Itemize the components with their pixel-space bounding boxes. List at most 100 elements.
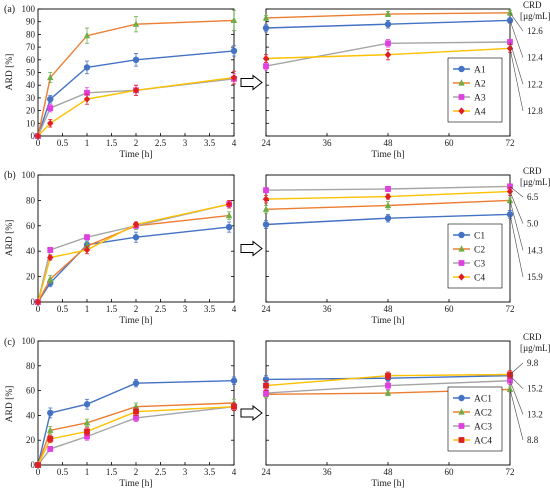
legend-marker bbox=[458, 231, 465, 239]
legend-marker bbox=[458, 107, 465, 115]
data-point-A1 bbox=[262, 24, 270, 32]
crd-unit: [µg/mL] bbox=[520, 11, 550, 21]
x-tick-label: 4 bbox=[232, 304, 237, 314]
legend-label: A1 bbox=[474, 66, 486, 76]
y-tick-label: 40 bbox=[26, 246, 36, 256]
crd-leader-line bbox=[509, 191, 524, 224]
data-point-A2 bbox=[230, 16, 238, 24]
x-tick-label: 1 bbox=[85, 304, 90, 314]
data-point-A3 bbox=[84, 89, 90, 96]
x-tick-label: 2.5 bbox=[155, 304, 167, 314]
data-point-AC4 bbox=[231, 403, 237, 410]
x-tick-label: 1.5 bbox=[106, 138, 118, 148]
y-tick-label: 80 bbox=[26, 29, 36, 39]
x-tick-label: 72 bbox=[506, 138, 515, 148]
data-point-C4 bbox=[262, 195, 270, 203]
legend-label: A3 bbox=[474, 94, 486, 104]
data-point-A1 bbox=[384, 21, 392, 28]
data-point-C1 bbox=[132, 234, 140, 241]
crd-value: 12.8 bbox=[527, 106, 543, 116]
crd-unit: [µg/mL] bbox=[520, 177, 550, 187]
crd-leader-line bbox=[509, 375, 524, 389]
crd-value: 6.5 bbox=[527, 192, 539, 202]
y-tick-label: 40 bbox=[26, 410, 36, 420]
data-point-AC2 bbox=[506, 385, 514, 392]
legend-marker bbox=[458, 423, 465, 429]
x-tick-label: 4 bbox=[232, 138, 237, 148]
y-tick-label: 20 bbox=[26, 435, 36, 445]
legend-label: C1 bbox=[474, 232, 485, 242]
crd-labels: CRD[µg/mL] 6.5 5.0 14.3 15.9 bbox=[509, 166, 550, 282]
y-tick-label: 100 bbox=[22, 336, 36, 346]
legend-label: C3 bbox=[474, 260, 485, 270]
series-line-left bbox=[37, 380, 235, 466]
series-A3 bbox=[35, 39, 513, 139]
data-point-AC4 bbox=[35, 462, 41, 468]
legend: C1 C2 C3 C4 bbox=[447, 223, 503, 289]
y-tick-label: 20 bbox=[26, 272, 36, 282]
crd-leader-line bbox=[509, 214, 524, 278]
legend-marker bbox=[458, 273, 465, 281]
x-axis-title-left: Time [h] bbox=[119, 150, 152, 160]
data-point-AC4 bbox=[47, 436, 54, 442]
crd-labels: CRD[µg/mL] 9.8 15.2 13.2 8.8 bbox=[509, 332, 550, 445]
y-tick-label: 0 bbox=[31, 460, 36, 470]
panel-label: (b) bbox=[4, 170, 16, 181]
series-C4 bbox=[34, 187, 514, 306]
crd-value: 8.8 bbox=[527, 435, 539, 445]
crd-value: 9.8 bbox=[527, 358, 539, 368]
crd-title: CRD bbox=[523, 332, 542, 342]
crd-value: 12.6 bbox=[527, 26, 543, 36]
data-point-AC3 bbox=[47, 445, 54, 452]
series-AC1 bbox=[34, 372, 514, 469]
crd-value: 15.9 bbox=[527, 272, 543, 282]
x-tick-label: 72 bbox=[506, 304, 515, 314]
x-tick-label: 0 bbox=[36, 138, 41, 148]
data-point-C2 bbox=[506, 196, 514, 203]
data-point-A3 bbox=[385, 40, 391, 47]
crd-labels: CRD[µg/mL] 12.6 12.4 12.2 12.8 bbox=[509, 0, 550, 116]
y-tick-label: 80 bbox=[26, 361, 36, 371]
series-AC3 bbox=[35, 376, 513, 468]
y-tick-label: 70 bbox=[26, 42, 36, 52]
panel-label: (a) bbox=[4, 4, 15, 15]
x-tick-label: 1.5 bbox=[106, 467, 118, 477]
series-AC2 bbox=[34, 385, 514, 468]
series-A1 bbox=[34, 17, 514, 140]
x-tick-label: 36 bbox=[323, 138, 333, 148]
crd-leader-line bbox=[509, 20, 524, 58]
x-tick-label: 3 bbox=[183, 467, 188, 477]
x-tick-label: 2 bbox=[134, 467, 139, 477]
x-axis-title-right: Time [h] bbox=[371, 150, 404, 160]
x-tick-label: 3.5 bbox=[204, 138, 216, 148]
data-point-A4 bbox=[262, 54, 270, 63]
crd-leader-line bbox=[509, 41, 524, 85]
data-point-C2 bbox=[384, 201, 392, 209]
data-point-AC4 bbox=[84, 428, 90, 435]
x-tick-label: 24 bbox=[262, 467, 272, 477]
x-tick-label: 3 bbox=[183, 138, 188, 148]
crd-leader-line bbox=[509, 362, 524, 375]
data-point-AC2 bbox=[384, 389, 392, 396]
data-point-A3 bbox=[47, 105, 54, 111]
x-tick-label: 48 bbox=[384, 467, 394, 477]
x-tick-label: 0.5 bbox=[57, 304, 69, 314]
x-tick-label: 4 bbox=[232, 467, 237, 477]
x-tick-label: 72 bbox=[506, 467, 515, 477]
crd-value: 15.2 bbox=[527, 384, 543, 394]
data-point-A4 bbox=[230, 73, 238, 82]
panel-c: (c) 0 20 40 60 80 100 0 0.5 1 1.5 2 2.5 3 3.5 4 24 36 48 60… bbox=[4, 332, 550, 489]
legend-marker bbox=[458, 408, 465, 415]
x-axis-title-right: Time [h] bbox=[371, 316, 404, 326]
y-tick-label: 100 bbox=[22, 4, 36, 14]
data-point-A2 bbox=[506, 9, 514, 16]
x-tick-label: 48 bbox=[384, 304, 394, 314]
y-tick-label: 0 bbox=[31, 131, 36, 141]
data-point-C4 bbox=[47, 253, 54, 262]
series-C2 bbox=[34, 196, 514, 305]
data-point-C1 bbox=[225, 223, 233, 231]
data-point-C2 bbox=[262, 205, 270, 212]
data-point-AC4 bbox=[385, 372, 391, 379]
